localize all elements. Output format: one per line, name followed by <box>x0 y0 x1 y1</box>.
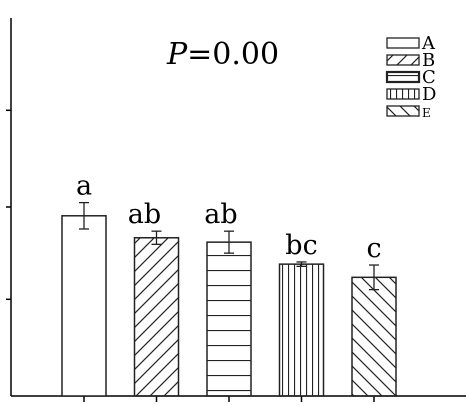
legend-label-c: C <box>422 67 436 88</box>
bar-a <box>61 215 107 397</box>
bars-group <box>61 215 397 397</box>
p-value-annotation: P=0.00 <box>166 37 279 72</box>
significance-labels: a ab ab bc c <box>76 171 382 264</box>
legend-swatch-a <box>386 37 420 49</box>
bar-e <box>351 276 397 397</box>
legend-label-d: D <box>422 84 436 105</box>
legend-swatch-d <box>386 88 420 100</box>
legend-swatch-e <box>386 105 420 117</box>
significance-label-d: bc <box>285 230 317 261</box>
legend-label-e: E <box>422 106 431 120</box>
p-value-rest: =0.00 <box>187 37 279 72</box>
bar-b <box>133 237 180 397</box>
significance-label-e: c <box>366 233 381 264</box>
legend-label-a: A <box>421 33 436 54</box>
bar-c <box>206 241 252 397</box>
significance-label-a: a <box>76 171 92 202</box>
significance-label-b: ab <box>128 199 161 230</box>
p-value-italic: P <box>166 37 188 72</box>
error-bars-group <box>79 201 379 291</box>
significance-label-c: ab <box>204 199 237 230</box>
legend-swatch-b <box>386 54 420 66</box>
legend-label-b: B <box>422 50 435 71</box>
bar-d <box>278 263 325 397</box>
legend-swatch-c <box>385 70 421 84</box>
